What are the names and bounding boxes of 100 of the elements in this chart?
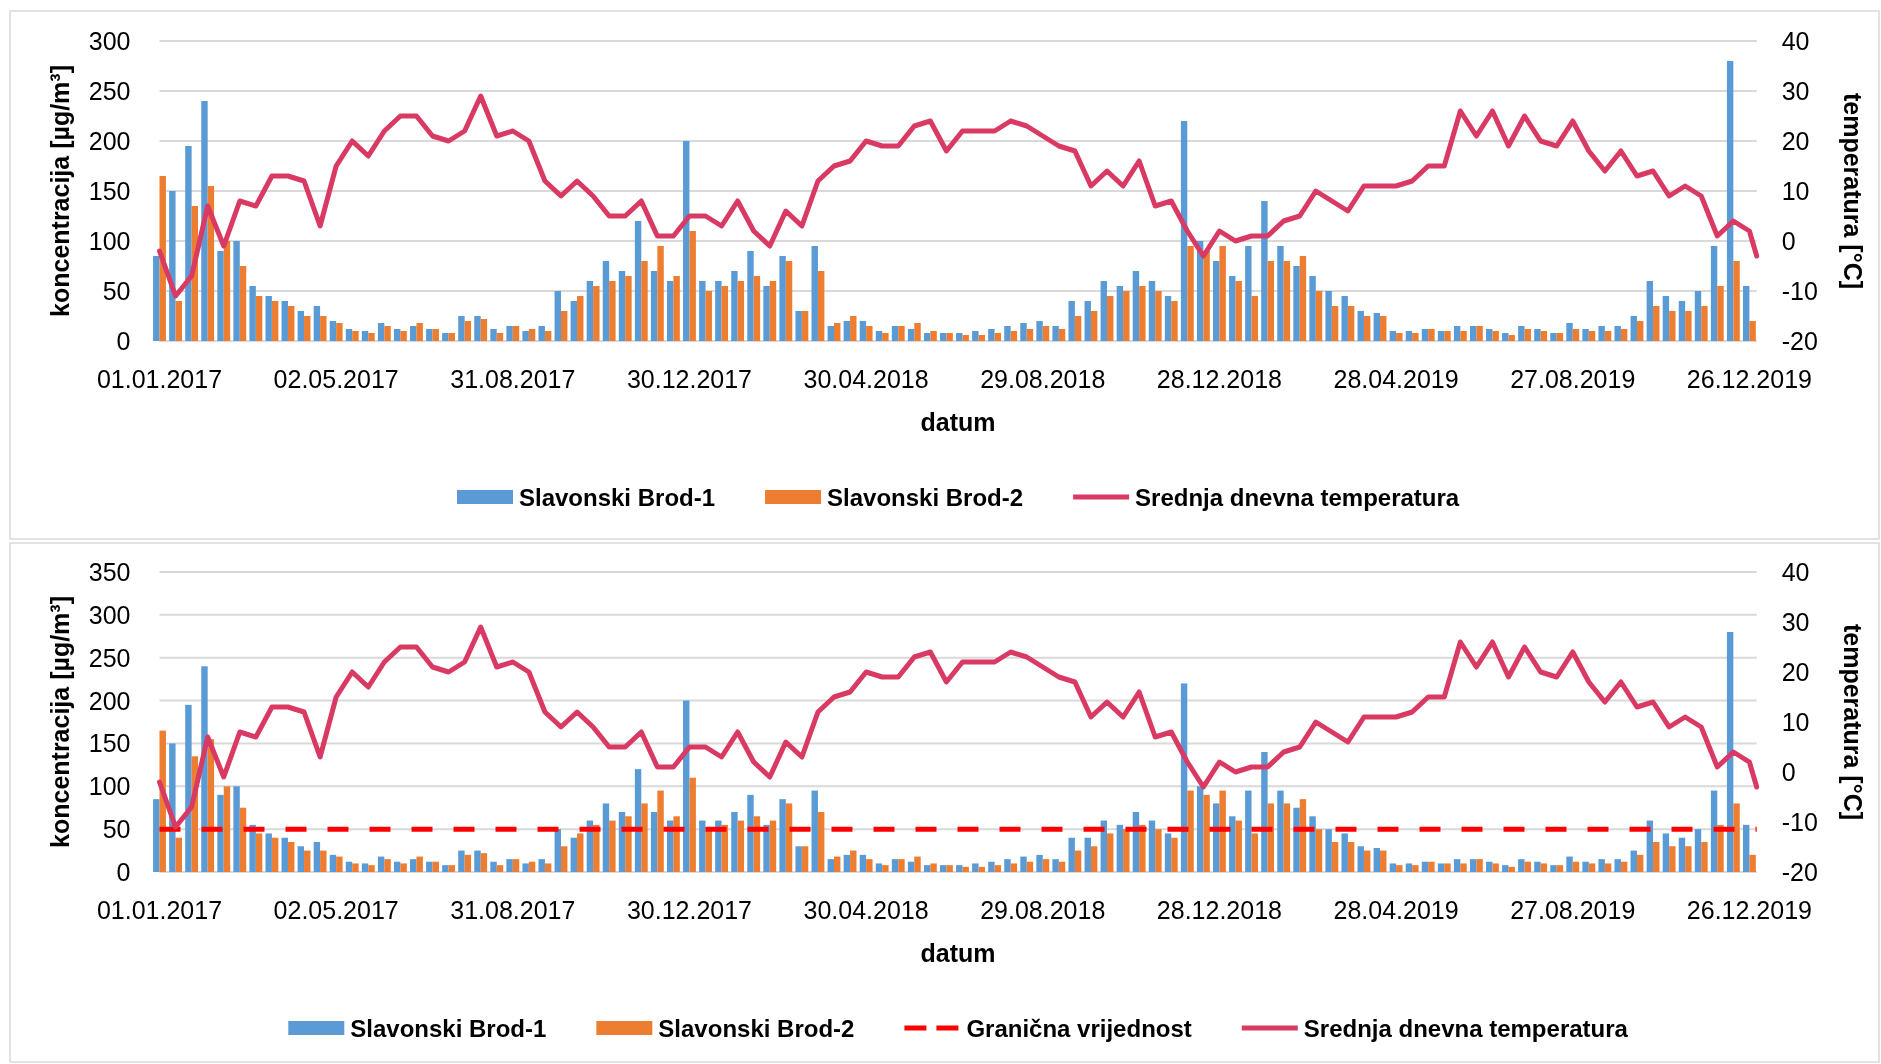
bar [426,329,433,341]
bar [779,799,786,872]
y-tick-label: 350 [88,558,131,586]
bar [1123,829,1130,872]
bar [223,786,231,872]
bar [426,861,433,872]
bar [1187,246,1194,341]
bar [239,807,247,872]
bar [930,331,937,341]
bar [410,326,417,341]
bar [817,271,825,341]
bar [1508,335,1515,341]
bar [490,329,497,341]
bar [1412,333,1419,341]
bar [1196,786,1204,872]
bar [1437,331,1445,341]
bar [1540,331,1548,341]
bar [994,865,1002,872]
x-tick-label: 31.08.2017 [450,896,576,924]
bar [1428,329,1435,341]
bar [1518,326,1525,341]
x-tick-label: 02.05.2017 [273,896,399,924]
bar [1733,261,1740,341]
bar [1004,859,1011,872]
bar [1437,863,1445,872]
y-tick-label: 200 [88,127,131,155]
bar [801,846,809,872]
bar [265,296,272,341]
bar [1492,331,1499,341]
bar [1428,861,1435,872]
bar [255,296,263,341]
bar [185,146,192,341]
bar [641,803,648,872]
bar [882,865,889,872]
bar [496,333,504,341]
bar [1132,271,1140,341]
bar [609,281,616,341]
y2-tick-label: -20 [1781,327,1818,355]
bar [956,333,963,341]
legend-label: Slavonski Brod-1 [518,483,716,511]
bar [1396,865,1403,872]
bar [1116,286,1124,341]
bar [1261,752,1268,872]
bar [715,281,722,341]
bar [1412,865,1419,872]
bar [1380,316,1387,341]
bar [1476,859,1483,872]
bar [593,824,600,872]
bar [185,704,192,872]
bar [377,856,385,872]
bar [891,326,899,341]
bar [641,261,648,341]
bar [506,859,513,872]
bar [544,331,552,341]
bar [699,281,706,341]
bar [747,251,754,341]
bar [1187,790,1194,872]
bar [1026,861,1034,872]
bar [393,861,401,872]
bar [480,319,488,341]
bar [1701,306,1708,341]
bar [1283,261,1291,341]
bar [763,286,770,341]
y-axis-title: koncentracija [µg/m³] [46,596,74,848]
bar [1148,281,1156,341]
legend-label: Granična vrijednost [966,1014,1192,1042]
bar [898,326,905,341]
bar [946,333,953,341]
bar [1171,301,1178,341]
bar [1669,846,1676,872]
bar [1588,331,1596,341]
bar [956,865,963,872]
bar [1331,842,1339,872]
bar [1164,296,1172,341]
bar [522,863,529,872]
bar [817,812,825,872]
bar [297,846,305,872]
bar [1020,856,1027,872]
y-tick-label: 0 [116,858,131,886]
bar [1235,820,1242,872]
bar [1373,313,1381,341]
bar [650,812,658,872]
bar [496,865,504,872]
bar [1277,246,1284,341]
bar [313,842,321,872]
bar [602,261,610,341]
bar [972,863,979,872]
bar [689,777,696,872]
bar [914,856,921,872]
bar [1550,865,1557,872]
bar [625,816,632,872]
bar [625,276,632,341]
bar [464,854,472,872]
bar [1058,861,1066,872]
bar [1614,859,1621,872]
y2-tick-label: 30 [1781,608,1810,636]
bar [1694,291,1702,341]
bar [223,241,231,341]
bar [1380,850,1387,872]
bar [384,326,391,341]
